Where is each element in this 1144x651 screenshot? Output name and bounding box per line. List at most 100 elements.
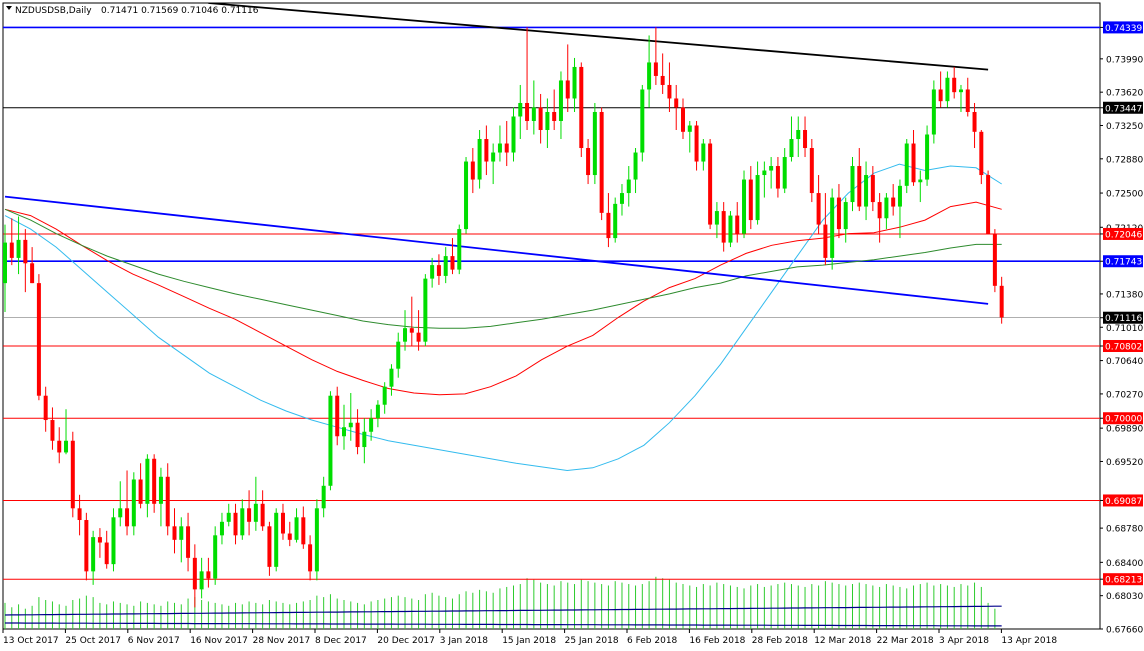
candle-body bbox=[701, 143, 706, 162]
level-badge-label: 0.68213 bbox=[1105, 576, 1142, 586]
candle-body bbox=[762, 170, 767, 176]
time-axis-label: 13 Oct 2017 bbox=[3, 636, 59, 646]
candle-body bbox=[97, 537, 102, 543]
candle-body bbox=[857, 166, 862, 207]
candle-body bbox=[769, 166, 774, 171]
candle-body bbox=[253, 503, 258, 522]
candle-body bbox=[145, 458, 150, 504]
candle-body bbox=[477, 139, 482, 180]
candle-body bbox=[450, 256, 455, 270]
price-axis-label: 0.72500 bbox=[1106, 190, 1143, 200]
candle-body bbox=[836, 197, 841, 230]
candle-body bbox=[972, 111, 977, 132]
candle-body bbox=[518, 102, 523, 117]
trendline bbox=[208, 3, 989, 71]
time-axis-label: 22 Mar 2018 bbox=[877, 636, 934, 646]
candle-body bbox=[43, 395, 48, 421]
time-axis-label: 16 Nov 2017 bbox=[190, 636, 248, 646]
level-badge-label: 0.71743 bbox=[1105, 258, 1142, 268]
candlesticks bbox=[3, 27, 1004, 608]
candle-body bbox=[681, 107, 685, 132]
candle-body bbox=[633, 152, 638, 180]
candle-body bbox=[491, 152, 496, 162]
time-axis-label: 28 Feb 2018 bbox=[752, 636, 808, 646]
time-axis-label: 3 Jan 2018 bbox=[440, 636, 488, 646]
price-axis-label: 0.70270 bbox=[1106, 390, 1143, 400]
candle-body bbox=[84, 520, 89, 572]
price-axis-label: 0.70640 bbox=[1106, 357, 1143, 367]
time-axis-label: 28 Nov 2017 bbox=[253, 636, 311, 646]
price-axis-label: 0.73620 bbox=[1106, 89, 1143, 99]
candle-body bbox=[165, 476, 170, 527]
price-axis-label: 0.68030 bbox=[1106, 592, 1143, 602]
price-axis-label: 0.67660 bbox=[1106, 626, 1143, 636]
volume-average-line bbox=[4, 605, 1002, 616]
time-axis-label: 6 Feb 2018 bbox=[627, 636, 678, 646]
level-badge-label: 0.70000 bbox=[1105, 415, 1142, 425]
candle-body bbox=[457, 229, 462, 270]
candle-body bbox=[192, 557, 197, 590]
candle-body bbox=[430, 265, 435, 279]
level-badge-label: 0.69087 bbox=[1105, 497, 1142, 507]
candle-body bbox=[850, 166, 855, 203]
candle-body bbox=[945, 77, 950, 102]
candle-body bbox=[986, 175, 991, 234]
candle-body bbox=[579, 66, 584, 149]
candle-body bbox=[77, 508, 82, 521]
candle-body bbox=[240, 508, 245, 536]
candle-body bbox=[36, 283, 41, 396]
candle-body bbox=[179, 526, 184, 540]
candle-body bbox=[931, 89, 936, 135]
candle-body bbox=[775, 166, 780, 189]
candle-body bbox=[979, 131, 984, 176]
candle-body bbox=[16, 239, 21, 258]
level-badge-label: 0.73447 bbox=[1105, 104, 1142, 114]
level-badge-label: 0.72046 bbox=[1105, 230, 1142, 240]
candle-body bbox=[138, 479, 143, 504]
symbol-label: NZDUSDSB,Daily bbox=[15, 6, 92, 16]
candle-body bbox=[504, 143, 509, 153]
candle-body bbox=[789, 139, 794, 158]
candle-body bbox=[382, 386, 387, 405]
candle-body bbox=[403, 328, 408, 342]
candle-body bbox=[274, 512, 279, 567]
time-axis-label: 8 Dec 2017 bbox=[315, 636, 367, 646]
candle-body bbox=[525, 102, 530, 121]
candle-body bbox=[199, 571, 204, 590]
candle-body bbox=[57, 440, 62, 453]
candle-body bbox=[484, 139, 489, 162]
candle-body bbox=[531, 107, 536, 121]
candle-body bbox=[992, 233, 997, 286]
candle-body bbox=[443, 256, 448, 276]
candle-body bbox=[389, 368, 394, 387]
chevron-down-icon[interactable] bbox=[6, 6, 12, 10]
moving-average-line bbox=[4, 208, 1002, 329]
candle-body bbox=[9, 242, 14, 258]
price-axis-label: 0.72880 bbox=[1106, 155, 1143, 165]
candle-body bbox=[538, 107, 543, 131]
moving-average-line bbox=[4, 163, 1002, 472]
candle-body bbox=[50, 420, 55, 441]
price-axis: 0.74339 0.73990 0.73620 0.73447 0.73250 0.728… bbox=[1100, 21, 1143, 636]
price-axis-label: 0.73990 bbox=[1106, 55, 1143, 65]
candle-body bbox=[728, 215, 733, 243]
candle-body bbox=[260, 503, 265, 527]
candle-body bbox=[816, 193, 821, 225]
candle-body bbox=[131, 479, 136, 527]
candle-body bbox=[748, 179, 753, 221]
candle-body bbox=[348, 422, 353, 428]
candle-body bbox=[660, 75, 665, 85]
candle-body bbox=[870, 175, 875, 203]
candle-body bbox=[186, 526, 191, 558]
time-axis-label: 3 Apr 2018 bbox=[939, 636, 989, 646]
candle-body bbox=[23, 239, 28, 264]
time-axis-label: 12 Mar 2018 bbox=[814, 636, 871, 646]
price-axis-label: 0.71380 bbox=[1106, 290, 1143, 300]
candle-body bbox=[247, 508, 252, 522]
candle-body bbox=[938, 89, 943, 102]
candle-body bbox=[653, 62, 658, 76]
candle-body bbox=[999, 285, 1004, 318]
time-axis-label: 15 Jan 2018 bbox=[502, 636, 556, 646]
